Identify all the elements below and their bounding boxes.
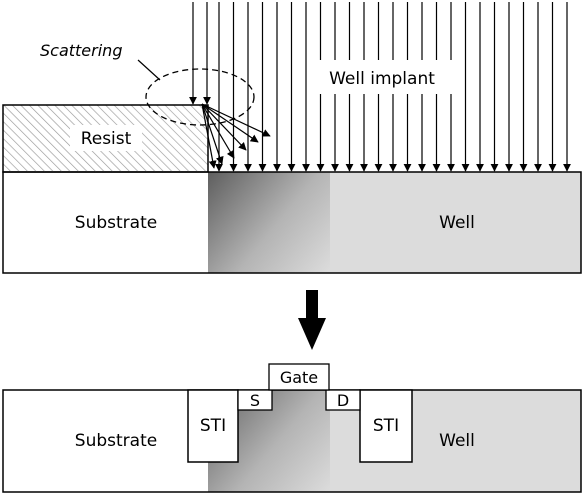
bottom-panel: STI STI S D Gate Substrate Well: [2, 363, 582, 493]
well-implant-arrows: [189, 2, 571, 172]
scattered-ion-arrows: [201, 103, 271, 169]
scattered-ion-arrow: [201, 103, 247, 151]
resist-label: Resist: [81, 129, 132, 149]
sti-right: [359, 389, 413, 463]
process-flow-arrow: [298, 290, 326, 350]
scattering-ellipse: [145, 68, 255, 126]
scattered-ion-arrow: [201, 103, 271, 137]
implant-label-backing: [308, 60, 456, 94]
bottom-substrate-region: [3, 390, 208, 492]
gate-electrode: [268, 363, 330, 391]
scattered-ion-arrow: [201, 103, 259, 143]
scattering-label: Scattering: [40, 41, 122, 60]
top-well-region: [330, 172, 581, 273]
drain-label: D: [337, 391, 349, 410]
source-region: [237, 389, 273, 411]
scattering-leader-line: [137, 59, 161, 81]
top-substrate-label: Substrate: [75, 213, 157, 233]
gate-label: Gate: [280, 368, 318, 387]
top-substrate-region: [3, 172, 208, 273]
sti-right-label: STI: [373, 416, 399, 436]
resist-label-backing: [70, 125, 142, 151]
top-well-label: Well: [439, 213, 475, 233]
top-well-gradient: [208, 172, 330, 273]
source-label: S: [250, 391, 260, 410]
drain-region: [325, 389, 361, 411]
scattered-ion-arrow: [201, 103, 235, 159]
sti-left-label: STI: [200, 416, 226, 436]
scattered-ion-arrow: [201, 103, 217, 169]
bottom-substrate-label: Substrate: [75, 431, 157, 451]
implant-label: Well implant: [329, 69, 435, 89]
sti-left: [187, 389, 239, 463]
top-panel: Resist Well implant Scattering Substrate…: [2, 2, 582, 274]
top-wafer-outline: [2, 171, 582, 274]
scattered-ion-arrow: [201, 103, 224, 165]
bottom-well-label: Well: [439, 431, 475, 451]
